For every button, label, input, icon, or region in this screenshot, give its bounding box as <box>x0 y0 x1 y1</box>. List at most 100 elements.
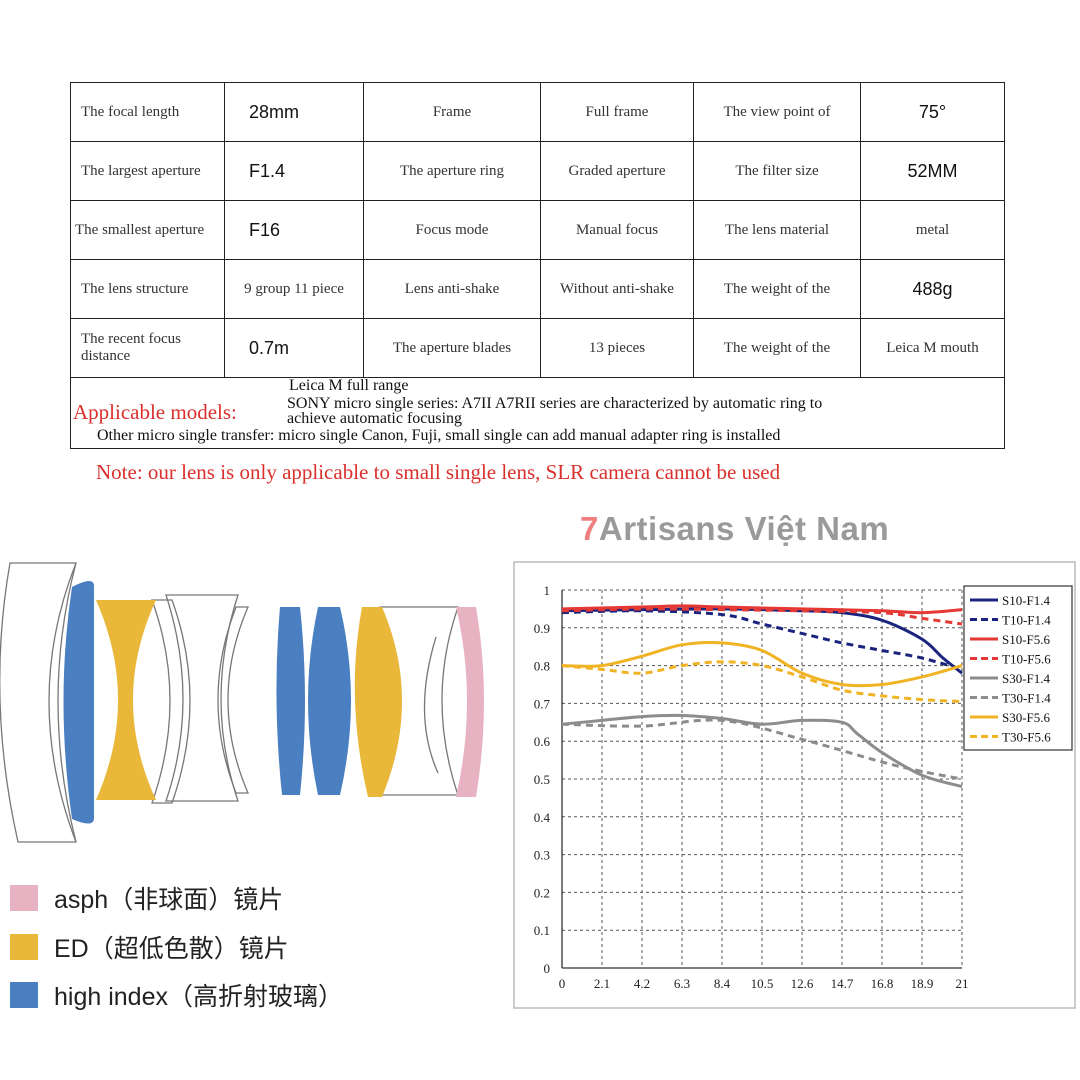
high-index-element <box>308 607 351 795</box>
spec-row: The smallest aperture F16 Focus mode Man… <box>70 200 1005 260</box>
spec-label: The recent focus distance <box>70 318 225 378</box>
asph-swatch-icon <box>10 885 38 911</box>
spec-label: The aperture blades <box>363 318 541 378</box>
spec-label: Frame <box>363 82 541 142</box>
series-line-t10-f1.4 <box>561 609 963 671</box>
brand-watermark: 7Artisans Việt Nam <box>580 510 889 548</box>
y-tick-label: 0.3 <box>534 848 550 863</box>
x-tick-label: 0 <box>559 976 566 991</box>
ed-element <box>354 607 402 797</box>
spec-label: The aperture ring <box>363 141 541 201</box>
spec-label: The largest aperture <box>70 141 225 201</box>
legend-label-t10-f1.4: T10-F1.4 <box>1002 613 1051 628</box>
lens-element-clear <box>217 606 249 794</box>
x-tick-label: 16.8 <box>871 976 894 991</box>
y-tick-label: 0.9 <box>534 621 550 636</box>
spec-value: 0.7m <box>224 318 364 378</box>
ed-element <box>96 600 156 800</box>
y-tick-label: 0.5 <box>534 772 550 787</box>
spec-value: 488g <box>860 259 1005 319</box>
spec-table: The focal length 28mm Frame Full frame T… <box>70 82 1005 449</box>
mtf-chart: 0 2.1 4.2 6.3 8.4 10.5 12.6 14.7 16.8 18.9 2100.10… <box>513 561 1076 1009</box>
lens-structure-diagram <box>0 562 484 843</box>
applicable-models-cell: Applicable models: Leica M full range SO… <box>70 377 1005 449</box>
spec-row: The lens structure 9 group 11 piece Lens… <box>70 259 1005 319</box>
legend-asph: asph（非球面）镜片 <box>10 883 284 914</box>
spec-value: F16 <box>224 200 364 260</box>
legend-high-index: high index（高折射玻璃） <box>10 980 343 1011</box>
legend-label-t10-f5.6: T10-F5.6 <box>1002 652 1051 667</box>
spec-label: The lens structure <box>70 259 225 319</box>
spec-value: 13 pieces <box>540 318 694 378</box>
x-tick-label: 12.6 <box>791 976 814 991</box>
spec-label: The weight of the <box>693 318 861 378</box>
spec-row: The largest aperture F1.4 The aperture r… <box>70 141 1005 201</box>
x-tick-label: 18.9 <box>911 976 934 991</box>
applicable-model-line: Other micro single transfer: micro singl… <box>97 427 781 444</box>
applicable-model-line: Leica M full range <box>289 377 409 394</box>
y-tick-label: 0.7 <box>534 696 551 711</box>
y-tick-label: 0.1 <box>534 923 550 938</box>
high-index-element <box>63 581 95 824</box>
series-line-t30-f5.6 <box>561 660 963 704</box>
y-tick-label: 1 <box>544 583 551 598</box>
spec-label: The lens material <box>693 200 861 260</box>
series-line-t30-f1.4 <box>561 718 963 781</box>
legend-label-t30-f5.6: T30-F5.6 <box>1002 730 1051 745</box>
high-index-element <box>276 607 305 795</box>
y-tick-label: 0.4 <box>534 810 551 825</box>
spec-label: The filter size <box>693 141 861 201</box>
legend-label-s30-f1.4: S30-F1.4 <box>1002 671 1051 686</box>
legend-label-s10-f1.4: S10-F1.4 <box>1002 593 1051 608</box>
spec-value: Graded aperture <box>540 141 694 201</box>
applicable-models-row: Applicable models: Leica M full range SO… <box>70 377 1005 449</box>
spec-label: The view point of <box>693 82 861 142</box>
chart-legend-box <box>963 585 1073 751</box>
legend-label: ED（超低色散）镜片 <box>54 935 289 963</box>
compatibility-note: Note: our lens is only applicable to sma… <box>96 460 781 484</box>
x-tick-label: 8.4 <box>714 976 731 991</box>
y-tick-label: 0.8 <box>534 659 550 674</box>
brand-name: Artisans Việt Nam <box>598 510 890 547</box>
legend-label: high index（高折射玻璃） <box>54 983 343 1011</box>
spec-row: The focal length 28mm Frame Full frame T… <box>70 82 1005 142</box>
lens-element-clear <box>151 599 191 804</box>
x-tick-label: 10.5 <box>751 976 774 991</box>
spec-value: metal <box>860 200 1005 260</box>
x-tick-label: 4.2 <box>634 976 650 991</box>
spec-label: The weight of the <box>693 259 861 319</box>
legend-ed: ED（超低色散）镜片 <box>10 932 289 963</box>
spec-value: 52MM <box>860 141 1005 201</box>
spec-value: 75° <box>860 82 1005 142</box>
spec-value: Full frame <box>540 82 694 142</box>
applicable-models-title: Applicable models: <box>73 400 237 424</box>
x-tick-label: 6.3 <box>674 976 690 991</box>
legend-label: asph（非球面）镜片 <box>54 886 284 914</box>
lens-element-clear <box>165 594 239 802</box>
spec-value: F1.4 <box>224 141 364 201</box>
asph-element <box>456 607 484 797</box>
brand-prefix: 7 <box>580 510 599 547</box>
legend-label-t30-f1.4: T30-F1.4 <box>1002 691 1051 706</box>
applicable-model-line: SONY micro single series: A7II A7RII ser… <box>287 395 823 412</box>
y-tick-label: 0.6 <box>534 734 551 749</box>
spec-value: 28mm <box>224 82 364 142</box>
spec-value: Manual focus <box>540 200 694 260</box>
series-line-s30-f5.6 <box>561 641 963 688</box>
legend-label-s10-f5.6: S10-F5.6 <box>1002 632 1051 647</box>
spec-value: 9 group 11 piece <box>224 259 364 319</box>
spec-label: Lens anti-shake <box>363 259 541 319</box>
legend-label-s30-f5.6: S30-F5.6 <box>1002 710 1051 725</box>
x-tick-label: 2.1 <box>594 976 610 991</box>
series-line-t10-f5.6 <box>561 607 963 626</box>
series-line-s30-f1.4 <box>561 713 963 789</box>
x-tick-label: 21 <box>956 976 969 991</box>
high-index-swatch-icon <box>10 982 38 1008</box>
applicable-model-line: achieve automatic focusing <box>287 410 463 427</box>
spec-value: Without anti-shake <box>540 259 694 319</box>
x-tick-label: 14.7 <box>831 976 854 991</box>
ed-swatch-icon <box>10 934 38 960</box>
y-tick-label: 0.2 <box>534 885 550 900</box>
spec-label: The focal length <box>70 82 225 142</box>
spec-label: Focus mode <box>363 200 541 260</box>
